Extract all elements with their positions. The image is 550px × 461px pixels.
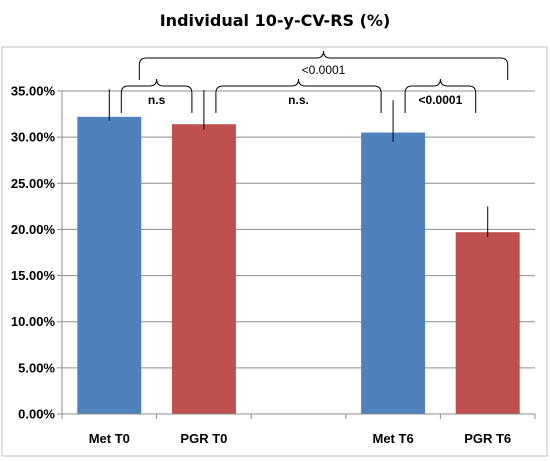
x-tick-label: PGR T0	[180, 431, 227, 446]
chart-title: Individual 10-y-CV-RS (%)	[160, 11, 391, 30]
y-tick-label: 35.00%	[11, 84, 56, 99]
x-tick-label: PGR T6	[464, 431, 511, 446]
bars	[77, 116, 520, 415]
y-tick-label: 30.00%	[11, 130, 56, 145]
error-bars	[108, 89, 489, 237]
bar	[361, 132, 426, 414]
significance-bracket	[138, 50, 509, 80]
bar	[77, 116, 142, 414]
y-tick-label: 20.00%	[11, 222, 56, 237]
x-tick-label: Met T6	[373, 431, 414, 446]
y-tick-label: 15.00%	[11, 268, 56, 283]
axes	[57, 90, 536, 419]
bar	[455, 232, 520, 414]
bar	[171, 124, 236, 415]
axis-labels: 0.00% 5.00% 10.00% 15.00% 20.00% 25.00% 30.00%…	[11, 84, 511, 447]
chart-frame	[1, 46, 548, 457]
significance-bracket	[404, 78, 477, 113]
y-tick-label: 0.00%	[18, 407, 55, 422]
significance-bracket	[215, 78, 382, 113]
significance-label: n.s	[148, 93, 166, 107]
y-tick-label: 5.00%	[18, 360, 55, 375]
significance-annotations: n.s n.s. <0.0001 <0.0001	[120, 50, 509, 113]
significance-label: <0.0001	[419, 93, 463, 107]
y-tick-label: 25.00%	[11, 176, 56, 191]
significance-bracket	[120, 78, 193, 113]
x-tick-label: Met T0	[89, 431, 130, 446]
y-tick-label: 10.00%	[11, 314, 56, 329]
significance-label: <0.0001	[302, 63, 346, 77]
significance-label: n.s.	[288, 93, 309, 107]
